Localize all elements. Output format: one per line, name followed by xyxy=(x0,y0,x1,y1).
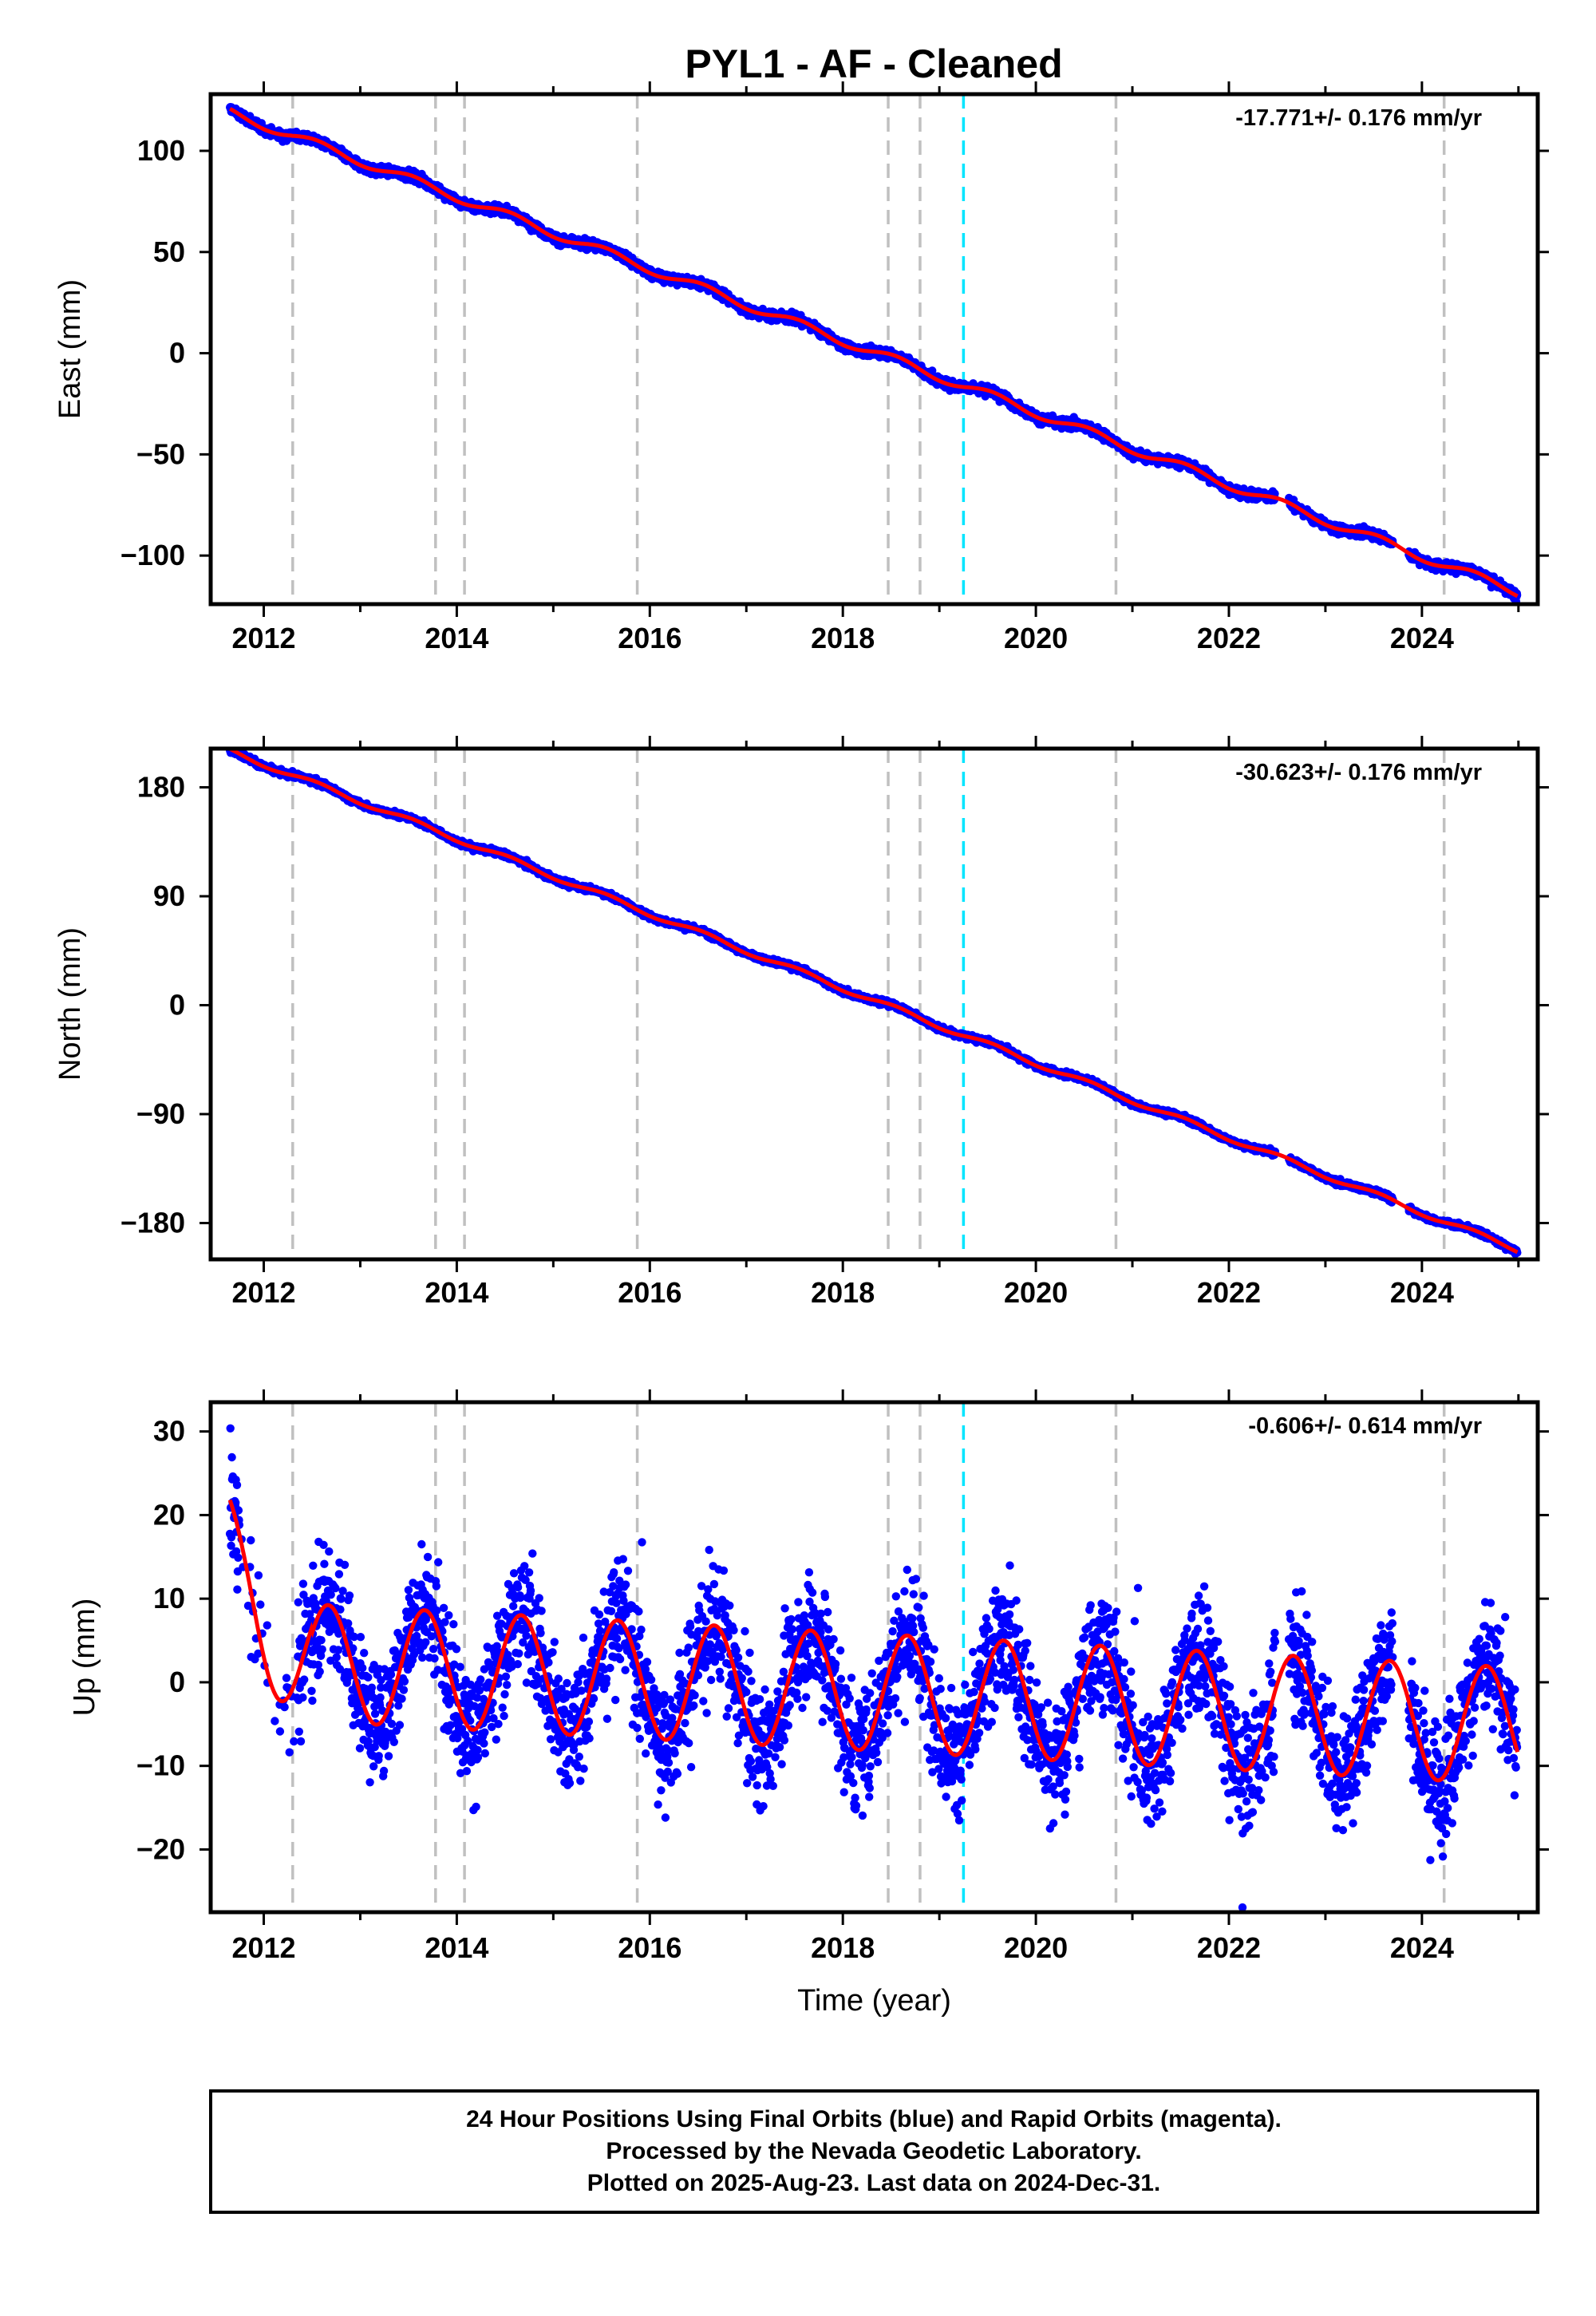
x-tick-label: 2016 xyxy=(618,622,681,654)
north-panel: 2012 2014 2016 2018 2020 2022 2024180900−90−18… xyxy=(53,736,1549,1309)
x-tick-label: 2018 xyxy=(811,622,875,654)
y-tick-label: 50 xyxy=(153,235,185,268)
y-tick-label: 0 xyxy=(169,337,185,370)
x-tick-label: 2012 xyxy=(231,622,295,654)
velocity-annotation: -17.771+/- 0.176 mm/yr xyxy=(1235,105,1482,131)
x-tick-label: 2022 xyxy=(1197,622,1261,654)
chart-title: PYL1 - AF - Cleaned xyxy=(685,41,1062,86)
x-tick-label: 2020 xyxy=(1004,622,1068,654)
x-tick-label: 2024 xyxy=(1390,622,1454,654)
fit-curve xyxy=(229,107,1519,599)
y-tick-label: −50 xyxy=(136,437,185,470)
y-tick-label: 100 xyxy=(137,134,185,167)
x-tick-label: 2014 xyxy=(425,622,488,654)
y-axis-label: East (mm) xyxy=(53,279,87,419)
east-panel: 2012 2014 2016 2018 2020 2022 2024 100 50 0 −50 −10… xyxy=(53,81,1549,654)
y-tick-label: −100 xyxy=(120,539,185,571)
